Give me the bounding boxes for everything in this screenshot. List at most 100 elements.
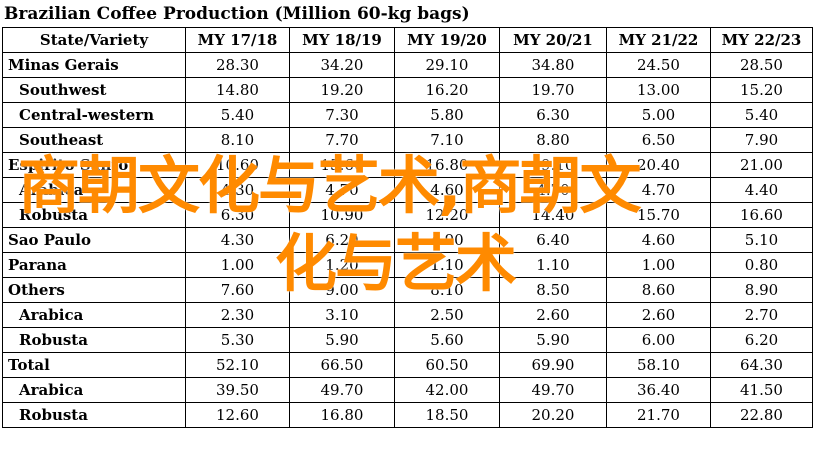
table-row: Arabica 4.30 4.70 4.60 4.70 4.70 4.40 (2, 177, 813, 203)
table-cell: 4.90 (394, 227, 500, 253)
table-cell: 6.40 (499, 227, 607, 253)
table-cell: 0.80 (710, 252, 813, 278)
table-cell: 49.70 (289, 377, 395, 403)
header-state-variety: State/Variety (2, 27, 186, 53)
row-label: Robusta (2, 327, 186, 353)
table-cell: 16.20 (394, 77, 500, 103)
table-cell: 19.70 (499, 77, 607, 103)
header-my-19-20: MY 19/20 (394, 27, 500, 53)
table-cell: 1.20 (289, 252, 395, 278)
table-title: Brazilian Coffee Production (Million 60-… (4, 4, 470, 24)
table-cell: 8.90 (710, 277, 813, 303)
table-cell: 18.50 (394, 402, 500, 428)
table-cell: 5.40 (185, 102, 290, 128)
row-label: Robusta (2, 402, 186, 428)
table-cell: 7.90 (710, 127, 813, 153)
table-cell: 5.30 (185, 327, 290, 353)
row-label: Minas Gerais (2, 52, 186, 78)
table-cell: 6.30 (185, 202, 290, 228)
table-row: Southeast 8.10 7.70 7.10 8.80 6.50 7.90 (2, 127, 813, 153)
table-cell: 69.90 (499, 352, 607, 378)
row-label: Southeast (2, 127, 186, 153)
table-cell: 34.20 (289, 52, 395, 78)
table-cell: 2.60 (606, 302, 711, 328)
table-row: Sao Paulo 4.30 6.20 4.90 6.40 4.60 5.10 (2, 227, 813, 253)
table-cell: 8.60 (606, 277, 711, 303)
table-row: Robusta 12.60 16.80 18.50 20.20 21.70 22.80 (2, 402, 813, 428)
table-cell: 4.30 (185, 177, 290, 203)
table-cell: 5.60 (394, 327, 500, 353)
table-cell: 13.00 (606, 77, 711, 103)
table-cell: 5.40 (710, 102, 813, 128)
row-label: Central-western (2, 102, 186, 128)
table-cell: 8.10 (185, 127, 290, 153)
table-row: Others 7.60 9.00 8.10 8.50 8.60 8.90 (2, 277, 813, 303)
table-cell: 20.20 (499, 402, 607, 428)
table-cell: 3.10 (289, 302, 395, 328)
row-label: Others (2, 277, 186, 303)
table-cell: 7.10 (394, 127, 500, 153)
table-cell: 8.50 (499, 277, 607, 303)
table-cell: 5.80 (394, 102, 500, 128)
table-cell: 15.70 (606, 202, 711, 228)
table-cell: 1.00 (185, 252, 290, 278)
table-cell: 6.20 (289, 227, 395, 253)
table-cell: 8.10 (394, 277, 500, 303)
row-label: Robusta (2, 202, 186, 228)
table-cell: 60.50 (394, 352, 500, 378)
table-cell: 2.60 (499, 302, 607, 328)
table-cell: 4.60 (394, 177, 500, 203)
table-cell: 2.30 (185, 302, 290, 328)
row-label: Espirito Santo (2, 152, 186, 178)
table-cell: 7.60 (185, 277, 290, 303)
table-cell: 34.80 (499, 52, 607, 78)
table-cell: 4.60 (606, 227, 711, 253)
table-cell: 21.70 (606, 402, 711, 428)
table-cell: 2.50 (394, 302, 500, 328)
table-row: Southwest 14.80 19.20 16.20 19.70 13.00 15.20 (2, 77, 813, 103)
table-cell: 16.80 (289, 402, 395, 428)
table-cell: 14.40 (499, 202, 607, 228)
table-cell: 5.90 (499, 327, 607, 353)
table-cell: 5.00 (606, 102, 711, 128)
table-cell: 41.50 (710, 377, 813, 403)
table-cell: 29.10 (394, 52, 500, 78)
table-cell: 58.10 (606, 352, 711, 378)
table-cell: 52.10 (185, 352, 290, 378)
row-label: Total (2, 352, 186, 378)
header-row: State/Variety MY 17/18 MY 18/19 MY 19/20… (2, 27, 813, 53)
table-row: Minas Gerais 28.30 34.20 29.10 34.80 24.50 28.… (2, 52, 813, 78)
table-cell: 7.70 (289, 127, 395, 153)
table-cell: 49.70 (499, 377, 607, 403)
table-cell: 14.80 (185, 77, 290, 103)
header-my-18-19: MY 18/19 (289, 27, 395, 53)
table-cell: 4.40 (710, 177, 813, 203)
table-row: Robusta 5.30 5.90 5.60 5.90 6.00 6.20 (2, 327, 813, 353)
table-row: Robusta 6.30 10.90 12.20 14.40 15.70 16.60 (2, 202, 813, 228)
table-cell: 15.60 (289, 152, 395, 178)
table-cell: 15.20 (710, 77, 813, 103)
row-label: Southwest (2, 77, 186, 103)
table-cell: 19.10 (499, 152, 607, 178)
table-cell: 4.70 (499, 177, 607, 203)
header-my-17-18: MY 17/18 (185, 27, 290, 53)
row-label: Arabica (2, 177, 186, 203)
header-my-20-21: MY 20/21 (499, 27, 607, 53)
header-my-21-22: MY 21/22 (606, 27, 711, 53)
table-cell: 9.00 (289, 277, 395, 303)
table-cell: 6.50 (606, 127, 711, 153)
table-row: Central-western 5.40 7.30 5.80 6.30 5.00 5.40 (2, 102, 813, 128)
row-label: Sao Paulo (2, 227, 186, 253)
table-cell: 28.50 (710, 52, 813, 78)
table-cell: 12.20 (394, 202, 500, 228)
row-label: Arabica (2, 377, 186, 403)
table-cell: 6.30 (499, 102, 607, 128)
table-cell: 4.70 (606, 177, 711, 203)
table-cell: 22.80 (710, 402, 813, 428)
table-cell: 42.00 (394, 377, 500, 403)
table-row: Arabica 2.30 3.10 2.50 2.60 2.60 2.70 (2, 302, 813, 328)
table-cell: 64.30 (710, 352, 813, 378)
table-cell: 6.00 (606, 327, 711, 353)
table-cell: 1.10 (499, 252, 607, 278)
table-cell: 16.80 (394, 152, 500, 178)
